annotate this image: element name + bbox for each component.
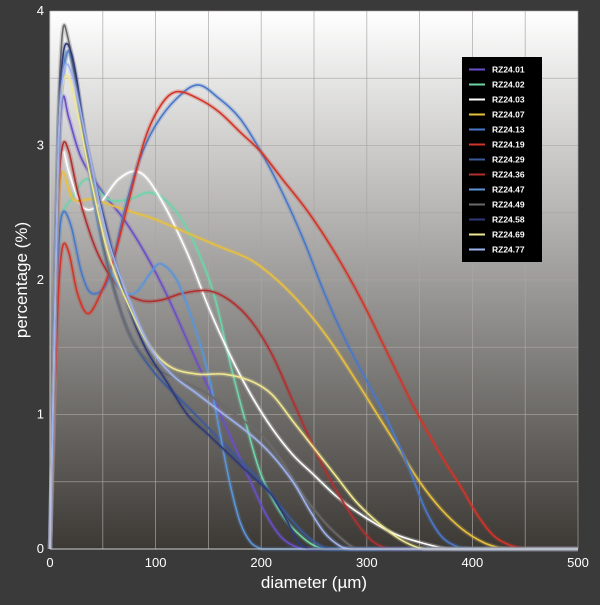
series-rz24-13 [47, 82, 578, 552]
x-tick-label: 400 [462, 555, 484, 570]
x-axis-label: diameter (µm) [261, 573, 367, 592]
series-line [49, 90, 578, 550]
series-rz24-36 [47, 139, 578, 552]
y-tick-label: 3 [37, 138, 44, 153]
series-line [49, 63, 578, 550]
y-tick-label: 0 [37, 541, 44, 556]
legend-label-rz24-77: RZ24.77 [492, 245, 525, 255]
series-rz24-02 [47, 176, 578, 552]
y-tick-label: 1 [37, 407, 44, 422]
series-layer [47, 22, 578, 552]
x-tick-label: 200 [250, 555, 272, 570]
series-line [49, 84, 578, 550]
legend-label-rz24-02: RZ24.02 [492, 80, 525, 90]
legend-label-rz24-36: RZ24.36 [492, 170, 525, 180]
legend-label-rz24-47: RZ24.47 [492, 185, 525, 195]
y-axis-label: percentage (%) [12, 222, 31, 338]
series-line [49, 141, 578, 550]
x-tick-label: 100 [145, 555, 167, 570]
legend-label-rz24-58: RZ24.58 [492, 215, 525, 225]
x-tick-label: 500 [567, 555, 589, 570]
legend-label-rz24-13: RZ24.13 [492, 125, 525, 135]
series-line [49, 171, 578, 550]
x-tick-label: 300 [356, 555, 378, 570]
y-tick-label: 4 [37, 3, 44, 18]
legend-label-rz24-69: RZ24.69 [492, 230, 525, 240]
x-tick-label: 0 [46, 555, 53, 570]
legend-label-rz24-19: RZ24.19 [492, 140, 525, 150]
series-rz24-03 [47, 149, 578, 552]
legend-label-rz24-49: RZ24.49 [492, 200, 525, 210]
series-rz24-77 [47, 61, 578, 552]
y-tick-label: 2 [37, 272, 44, 287]
legend: RZ24.01 RZ24.02 RZ24.03 RZ24.07 RZ24.13 RZ24.… [462, 57, 542, 262]
legend-label-rz24-07: RZ24.07 [492, 110, 525, 120]
legend-label-rz24-03: RZ24.03 [492, 95, 525, 105]
series-line [49, 178, 578, 550]
legend-label-rz24-01: RZ24.01 [492, 65, 525, 75]
series-rz24-07 [47, 170, 578, 552]
axes: 0 100 200 300 400 500 0 1 2 3 4 [37, 3, 589, 570]
legend-label-rz24-29: RZ24.29 [492, 155, 525, 165]
series-line [49, 150, 578, 550]
series-rz24-19 [47, 89, 578, 552]
